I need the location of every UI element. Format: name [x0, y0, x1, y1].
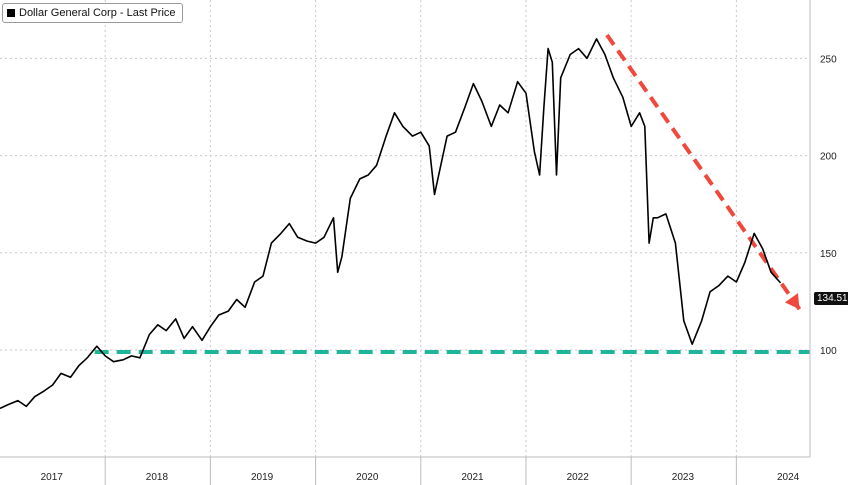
last-price-tag: 134.51 — [814, 292, 848, 305]
x-tick-label: 2023 — [672, 472, 695, 483]
annotation-layer — [94, 33, 810, 354]
y-tick-label: 100 — [820, 346, 837, 357]
x-tick-label: 2021 — [461, 472, 484, 483]
x-tick-label: 2018 — [146, 472, 169, 483]
price-series-line — [0, 38, 782, 410]
downtrend-arrow-head — [784, 293, 800, 310]
x-tick-label: 2020 — [356, 472, 379, 483]
x-tick-label: 2019 — [251, 472, 274, 483]
grid-layer — [0, 0, 810, 457]
y-tick-label: 250 — [820, 54, 837, 65]
y-tick-label: 200 — [820, 152, 837, 163]
x-tick-label: 2024 — [777, 472, 800, 483]
x-tick-label: 2017 — [41, 472, 64, 483]
series-layer — [0, 38, 782, 410]
x-tick-label: 2022 — [567, 472, 590, 483]
y-tick-label: 150 — [820, 249, 837, 260]
legend-swatch — [7, 9, 15, 17]
downtrend-arrow-line — [605, 33, 802, 311]
chart-legend: Dollar General Corp - Last Price — [2, 3, 183, 23]
legend-label: Dollar General Corp - Last Price — [19, 7, 176, 19]
